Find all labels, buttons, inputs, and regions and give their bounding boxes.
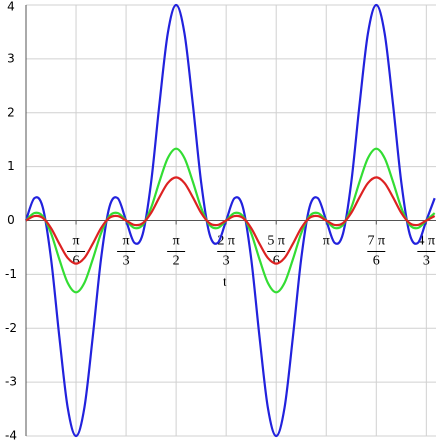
x-tick-label: π	[323, 234, 330, 249]
x-tick-label: 6	[273, 254, 280, 269]
y-tick-label: -3	[5, 375, 17, 389]
x-tick-label: 6	[373, 254, 380, 269]
x-tick-label: 5 π	[267, 234, 285, 249]
line-series	[25, 147, 436, 294]
x-tick-label: 6	[73, 254, 80, 269]
x-tick-label: 2 π	[217, 234, 235, 249]
y-tick-label: 3	[7, 51, 15, 65]
x-tick-label: 3	[123, 254, 130, 269]
y-tick-label: 4	[7, 0, 15, 14]
x-tick-label: 3	[423, 254, 430, 269]
x-tick-label: 2	[173, 254, 180, 269]
x-tick-label: π	[73, 234, 80, 249]
x-tick-label: 4 π	[418, 234, 436, 249]
line-series	[24, 3, 436, 438]
y-tick-label: 2	[7, 105, 15, 119]
y-tick-label: 0	[7, 213, 15, 227]
y-tick-label: -4	[5, 429, 17, 442]
y-tick-label: -2	[5, 321, 17, 335]
x-tick-label: π	[123, 234, 130, 249]
y-tick-label: -1	[5, 267, 17, 281]
y-tick-label: 1	[7, 159, 15, 173]
x-tick-label: 3	[223, 254, 230, 269]
x-tick-label: π	[173, 234, 180, 249]
line-series	[25, 176, 436, 265]
x-axis-label: t	[223, 275, 227, 290]
x-tick-label: 7 π	[367, 234, 385, 249]
